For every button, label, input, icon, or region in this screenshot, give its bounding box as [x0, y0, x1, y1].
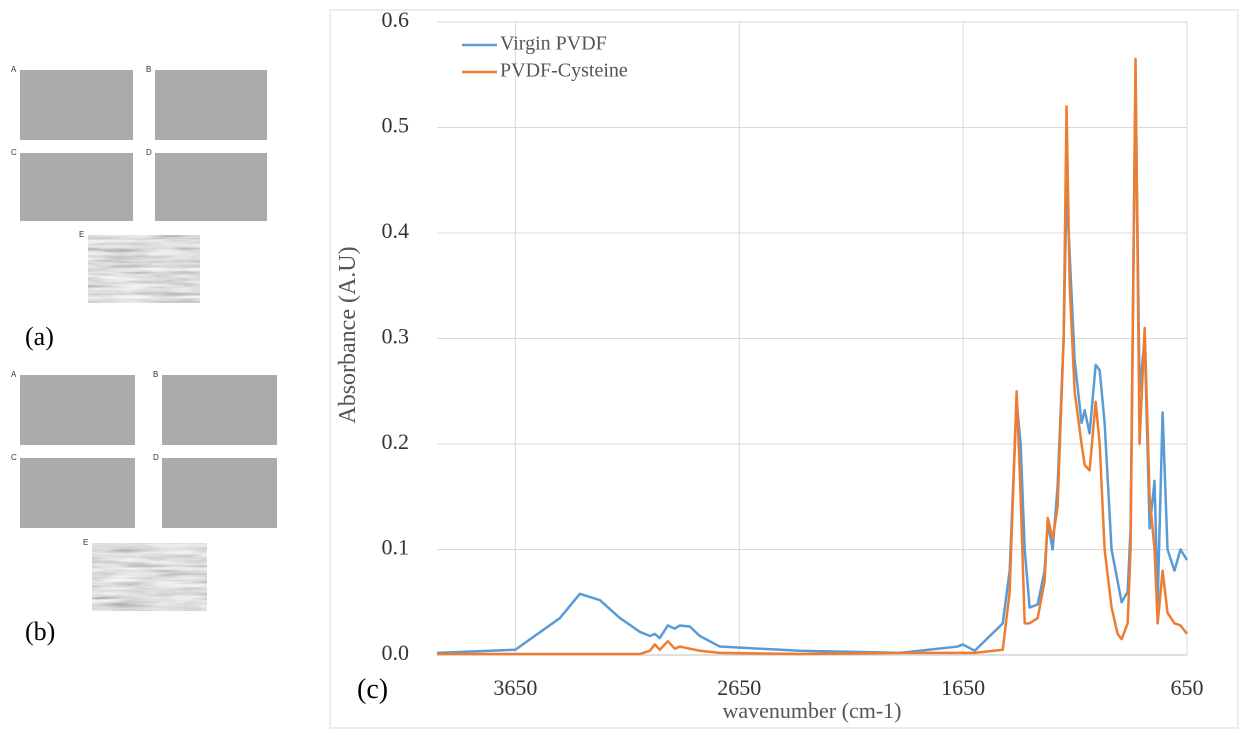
sem-image	[162, 375, 277, 445]
image-letter: C	[11, 148, 17, 157]
sem-image	[20, 153, 133, 221]
image-letter: E	[83, 538, 88, 547]
panel-label: (b)	[25, 617, 55, 646]
legend-label: PVDF-Cysteine	[500, 60, 628, 82]
x-tick-label: 2650	[717, 675, 761, 700]
sem-image	[20, 375, 135, 445]
y-tick-label: 0.1	[382, 535, 410, 560]
sem-image	[20, 70, 133, 140]
sem-image	[88, 235, 200, 303]
chart-border	[329, 9, 1239, 729]
y-tick-label: 0.6	[382, 7, 410, 32]
x-tick-label: 3650	[493, 675, 537, 700]
image-letter: B	[153, 370, 158, 379]
legend-label: Virgin PVDF	[500, 33, 607, 55]
sem-image	[155, 153, 267, 221]
image-letter: A	[11, 65, 17, 74]
image-letter: C	[11, 453, 17, 462]
panel-label: (a)	[25, 322, 54, 351]
x-tick-label: 1650	[941, 675, 985, 700]
y-tick-label: 0.2	[382, 429, 410, 454]
image-letter: D	[153, 453, 159, 462]
y-tick-label: 0.0	[382, 640, 410, 665]
sem-image	[92, 543, 207, 611]
image-letter: E	[79, 230, 84, 239]
y-tick-label: 0.4	[382, 218, 410, 243]
data-line	[437, 57, 1188, 656]
image-letter: B	[146, 65, 151, 74]
x-axis-label: wavenumber (cm-1)	[723, 698, 902, 723]
image-letter: A	[11, 370, 17, 379]
x-tick-label: 650	[1171, 675, 1204, 700]
y-tick-label: 0.5	[382, 113, 410, 138]
sem-image	[155, 70, 267, 140]
y-axis-label: Absorbance (A.U)	[335, 246, 361, 423]
y-tick-label: 0.3	[382, 324, 410, 349]
sem-image	[20, 458, 135, 528]
panel-label: (c)	[357, 674, 388, 705]
sem-image	[162, 458, 277, 528]
image-letter: D	[146, 148, 152, 157]
